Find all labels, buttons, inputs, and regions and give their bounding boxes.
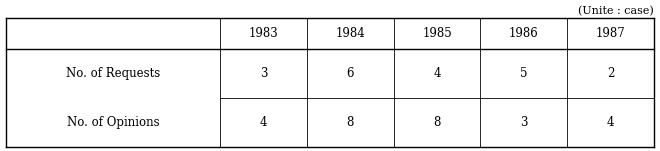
Text: 1986: 1986 bbox=[509, 27, 539, 40]
Text: 6: 6 bbox=[346, 67, 354, 80]
Text: 4: 4 bbox=[433, 67, 441, 80]
Text: 1987: 1987 bbox=[596, 27, 626, 40]
Text: 8: 8 bbox=[434, 116, 441, 129]
Text: (Unite : case): (Unite : case) bbox=[578, 6, 654, 16]
Text: No. of Opinions: No. of Opinions bbox=[67, 116, 159, 129]
Text: 4: 4 bbox=[607, 116, 614, 129]
Text: 2: 2 bbox=[607, 67, 614, 80]
Text: 8: 8 bbox=[346, 116, 354, 129]
Text: 3: 3 bbox=[260, 67, 267, 80]
Text: 1985: 1985 bbox=[422, 27, 452, 40]
Text: 1983: 1983 bbox=[249, 27, 279, 40]
Text: 1984: 1984 bbox=[335, 27, 365, 40]
Text: 3: 3 bbox=[520, 116, 527, 129]
Text: 5: 5 bbox=[520, 67, 527, 80]
Text: No. of Requests: No. of Requests bbox=[66, 67, 160, 80]
Text: 4: 4 bbox=[260, 116, 267, 129]
